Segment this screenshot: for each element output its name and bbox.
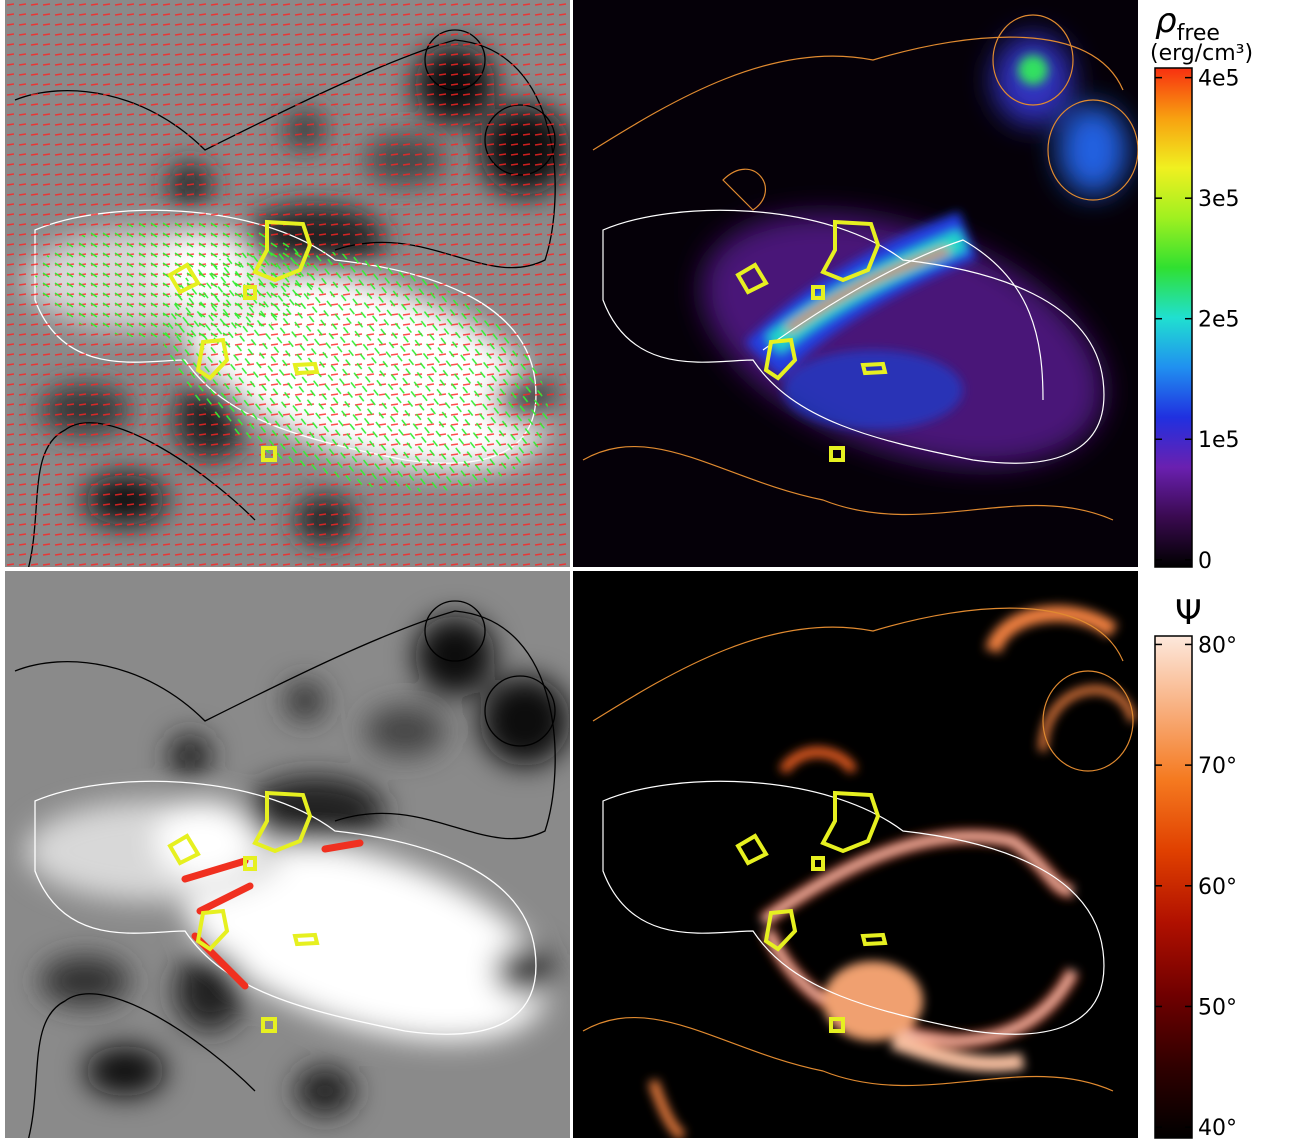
panel-free-energy <box>573 0 1138 567</box>
tick-label: 40° <box>1198 1116 1237 1141</box>
colorbar <box>1155 636 1192 1138</box>
tick-label: 70° <box>1198 754 1237 779</box>
tick-label: 0 <box>1198 549 1212 574</box>
tick-label: 1e5 <box>1198 428 1240 453</box>
tick-label: 3e5 <box>1198 187 1240 212</box>
figure: 0 1e5 2e5 3e5 4e5 ρfree(erg/cm³) 40° 50° 60° 70° 8… <box>0 0 1313 1142</box>
symbol: Ψ <box>1175 593 1202 633</box>
colorbar-title: Ψ <box>1175 593 1202 633</box>
panel-field <box>5 571 572 1142</box>
tick-label: 80° <box>1198 633 1237 658</box>
tick-label: 4e5 <box>1198 67 1240 92</box>
unit: (erg/cm³) <box>1150 41 1253 66</box>
symbol: ρ <box>1155 1 1177 41</box>
tick-label: 60° <box>1198 875 1237 900</box>
colorbar-title: ρfree <box>1155 1 1220 46</box>
panel-shear-angle <box>573 571 1138 1138</box>
panel-vector-field <box>5 0 579 580</box>
tick-label: 50° <box>1198 995 1237 1020</box>
colorbar <box>1155 68 1192 567</box>
tick-label: 2e5 <box>1198 308 1240 333</box>
